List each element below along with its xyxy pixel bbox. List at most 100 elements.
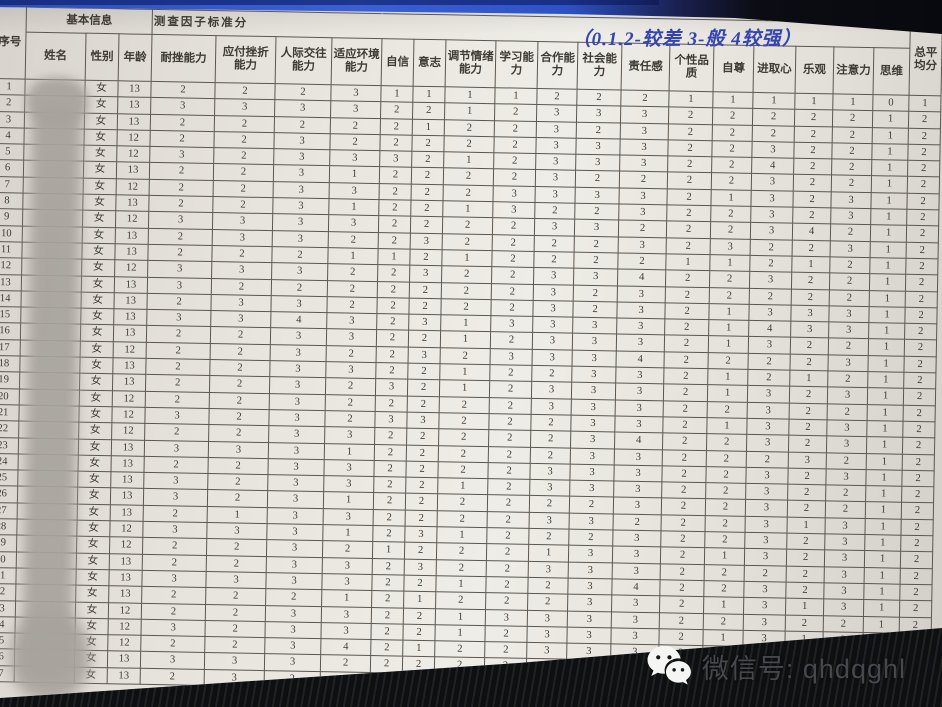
row-number: 2 [0, 94, 25, 112]
score-cell: 3 [790, 305, 830, 323]
score-cell: 3 [744, 516, 788, 534]
score-cell: 2 [206, 538, 267, 557]
age-cell: 12 [111, 406, 146, 424]
score-cell: 1 [871, 176, 908, 194]
score-cell: 2 [620, 90, 670, 108]
score-cell: 3 [611, 595, 660, 613]
score-cell: 2 [209, 375, 270, 394]
score-cell: 3 [567, 610, 612, 628]
score-cell: 2 [438, 412, 490, 430]
score-cell: 2 [660, 530, 706, 548]
score-cell: 2 [143, 456, 209, 474]
score-cell: 2 [832, 110, 873, 128]
score-cell: 2 [436, 559, 487, 577]
score-cell: 2 [324, 410, 376, 428]
age-cell: 13 [117, 80, 152, 98]
age-cell: 13 [113, 325, 147, 343]
score-cell: 3 [321, 606, 372, 624]
score-cell: 2 [703, 580, 745, 598]
row-number: 10 [0, 225, 23, 243]
score-cell: 2 [405, 509, 438, 527]
score-cell: 1 [864, 550, 901, 568]
score-cell: 2 [145, 358, 211, 376]
score-cell: 2 [668, 123, 713, 141]
score-cell: 3 [330, 100, 381, 119]
score-cell: 1 [869, 290, 906, 308]
row-number: 17 [0, 339, 21, 357]
score-cell: 3 [321, 573, 373, 591]
score-cell: 2 [494, 103, 537, 122]
row-number: 28 [0, 518, 18, 536]
score-cell: 3 [326, 329, 377, 347]
score-cell: 2 [211, 245, 273, 263]
score-cell: 3 [267, 458, 325, 476]
score-cell: 3 [408, 314, 441, 332]
score-cell: 2 [213, 147, 274, 166]
score-cell: 1 [441, 249, 493, 267]
row-number: 19 [0, 371, 20, 389]
score-cell: 2 [907, 144, 941, 162]
gender-cell: 女 [77, 471, 111, 489]
score-cell: 2 [409, 281, 442, 299]
score-cell: 2 [435, 591, 486, 610]
score-cell: 3 [271, 262, 328, 281]
score-cell: 3 [211, 261, 272, 280]
score-cell: 3 [323, 475, 374, 493]
score-cell: 1 [868, 306, 906, 324]
score-cell: 2 [900, 518, 934, 536]
score-cell: 2 [149, 130, 215, 148]
row-number: 16 [0, 322, 21, 340]
row-number: 14 [0, 290, 22, 308]
score-cell: 1 [863, 616, 900, 633]
score-cell: 3 [535, 137, 577, 155]
score-cell: 2 [793, 158, 832, 176]
score-cell: 3 [749, 271, 792, 289]
score-cell: 3 [273, 165, 330, 183]
row-number: 8 [0, 192, 24, 210]
score-cell: 3 [330, 84, 382, 102]
score-cell: 1 [380, 85, 414, 103]
score-cell: 2 [405, 477, 438, 495]
row-number: 4 [0, 127, 25, 145]
score-cell: 2 [791, 288, 830, 306]
row-number: 6 [0, 159, 24, 177]
score-cell: 2 [402, 623, 436, 641]
gender-cell: 女 [79, 357, 114, 375]
score-cell: 3 [210, 310, 271, 329]
score-cell: 2 [530, 446, 571, 464]
score-cell: 2 [663, 400, 708, 418]
score-cell: 1 [867, 371, 904, 389]
score-cell: 2 [906, 225, 939, 243]
score-cell: 2 [903, 404, 936, 422]
score-cell: 3 [613, 464, 663, 482]
score-cell: 2 [576, 121, 621, 139]
score-cell: 2 [703, 613, 744, 631]
score-cell: 2 [790, 337, 829, 355]
score-cell: 3 [574, 219, 619, 237]
score-cell: 2 [747, 353, 791, 371]
score-cell: 3 [532, 300, 574, 318]
score-cell: 3 [824, 550, 865, 568]
score-cell: 1 [868, 339, 905, 356]
col-header-factor: 应付挫折能力 [215, 35, 277, 84]
score-cell: 1 [444, 103, 495, 121]
score-cell: 3 [613, 497, 662, 515]
score-cell: 1 [832, 93, 874, 111]
score-cell: 3 [212, 229, 273, 247]
score-cell: 3 [326, 312, 377, 331]
score-cell: 3 [618, 204, 667, 222]
score-cell: 3 [572, 317, 617, 335]
score-cell: 3 [143, 488, 208, 507]
row-number: 18 [0, 355, 21, 373]
score-cell: 3 [572, 349, 617, 368]
score-cell: 3 [576, 105, 621, 123]
score-cell: 1 [402, 640, 435, 658]
age-cell: 12 [109, 537, 143, 554]
score-cell: 3 [267, 474, 324, 493]
score-cell: 2 [906, 193, 940, 210]
score-cell: 2 [900, 567, 933, 585]
score-cell: 2 [705, 515, 746, 533]
score-cell: 1 [872, 127, 909, 145]
score-cell: 2 [146, 342, 211, 360]
score-cell: 3 [206, 522, 268, 540]
